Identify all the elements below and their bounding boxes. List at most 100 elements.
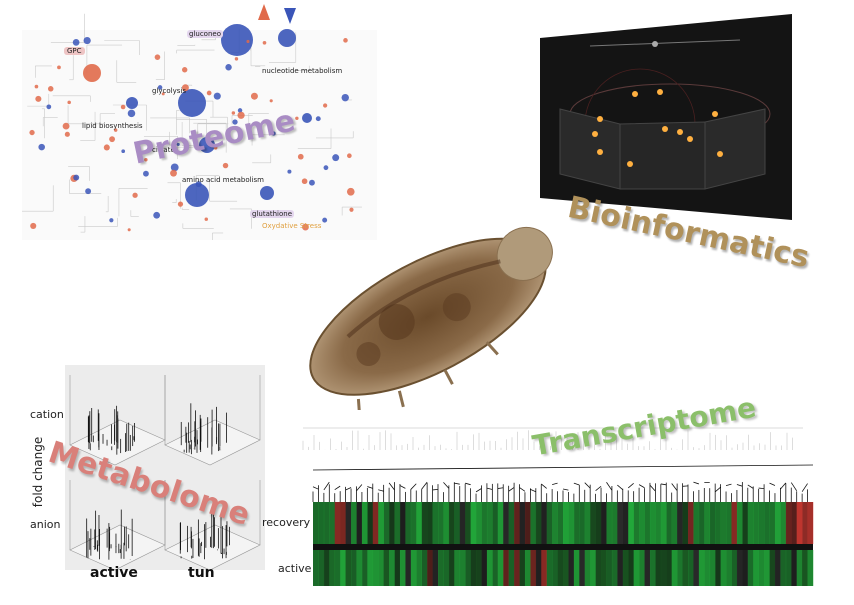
proteome-node xyxy=(85,188,91,194)
heatmap-cell xyxy=(318,502,324,544)
heatmap-cell xyxy=(324,502,330,544)
heatmap-cell xyxy=(520,502,526,544)
heatmap-cell xyxy=(677,502,683,544)
proteome-node xyxy=(207,91,212,96)
heatmap-cell xyxy=(802,550,808,586)
proteome-node xyxy=(153,212,160,219)
heatmap-cell xyxy=(449,502,455,544)
proteome-node xyxy=(205,217,208,220)
bioinfo-node xyxy=(687,136,693,142)
heatmap-cell xyxy=(405,550,411,586)
heatmap-cell xyxy=(655,550,661,586)
proteome-node xyxy=(48,86,53,91)
heatmap-cell xyxy=(596,550,602,586)
heatmap-cell xyxy=(596,502,602,544)
heatmap-cell xyxy=(346,550,352,586)
heatmap-cell xyxy=(536,502,542,544)
row-label-recovery: recovery xyxy=(262,516,310,529)
heatmap-cell xyxy=(514,550,520,586)
proteome-node xyxy=(251,93,258,100)
heatmap-cell xyxy=(378,502,384,544)
heatmap-cell xyxy=(726,550,732,586)
heatmap-cell xyxy=(547,502,553,544)
proteome-node xyxy=(132,193,137,198)
heatmap-cell xyxy=(617,502,623,544)
proteome-node xyxy=(29,130,34,135)
heatmap-cell xyxy=(797,502,803,544)
heatmap-cell xyxy=(683,502,689,544)
heatmap-cell xyxy=(465,502,471,544)
label-amino: amino acid metabolism xyxy=(182,176,264,184)
heatmap-cell xyxy=(601,550,607,586)
row-label-cation: cation xyxy=(30,408,64,421)
heatmap-cell xyxy=(634,550,640,586)
proteome-node xyxy=(35,96,41,102)
proteome-node xyxy=(109,218,113,222)
heatmap-cell xyxy=(465,550,471,586)
heatmap-cell xyxy=(563,550,569,586)
proteome-node xyxy=(83,64,101,82)
bioinfo-node xyxy=(627,161,633,167)
heatmap-cell xyxy=(579,550,585,586)
heatmap-cell xyxy=(590,502,596,544)
heatmap-cell xyxy=(639,550,645,586)
heatmap-cell xyxy=(786,550,792,586)
heatmap-cell xyxy=(481,502,487,544)
heatmap-cell xyxy=(612,502,618,544)
heatmap-cell xyxy=(661,550,667,586)
proteome-node xyxy=(46,104,51,109)
heatmap-cell xyxy=(753,550,759,586)
heatmap-cell xyxy=(764,550,770,586)
row-label-active: active xyxy=(278,562,311,575)
bioinfo-node xyxy=(597,149,603,155)
heatmap-cell xyxy=(699,502,705,544)
heatmap-cell xyxy=(340,502,346,544)
heatmap-cell xyxy=(628,502,634,544)
heatmap-cell xyxy=(400,502,406,544)
heatmap-cell xyxy=(748,502,754,544)
heatmap-cell xyxy=(329,550,335,586)
heatmap-cell xyxy=(770,502,776,544)
heatmap-cell xyxy=(606,502,612,544)
heatmap-cell xyxy=(791,550,797,586)
bioinfo-node xyxy=(592,131,598,137)
heatmap-cell xyxy=(449,550,455,586)
proteome-node xyxy=(128,110,136,118)
heatmap-cell xyxy=(617,550,623,586)
heatmap-cell xyxy=(313,502,319,544)
proteome-node xyxy=(225,64,231,70)
heatmap-cell xyxy=(324,550,330,586)
heatmap-cell xyxy=(481,550,487,586)
heatmap-cell xyxy=(655,502,661,544)
proteome-node xyxy=(73,175,79,181)
heatmap-cell xyxy=(585,502,591,544)
heatmap-cell xyxy=(427,550,433,586)
heatmap-cell xyxy=(520,550,526,586)
heatmap-cell xyxy=(780,550,786,586)
heatmap-cell xyxy=(710,502,716,544)
heatmap-cell xyxy=(808,550,814,586)
heatmap-cell xyxy=(487,502,493,544)
heatmap-cell xyxy=(791,502,797,544)
heatmap-cell xyxy=(411,550,417,586)
heatmap-cell xyxy=(742,502,748,544)
heatmap-cell xyxy=(487,550,493,586)
bioinfo-node xyxy=(662,126,668,132)
proteome-node xyxy=(185,183,209,207)
proteome-node xyxy=(316,116,321,121)
bioinfo-node xyxy=(717,151,723,157)
heatmap-cell xyxy=(558,550,564,586)
heatmap-cell xyxy=(460,502,466,544)
heatmap-cell xyxy=(780,502,786,544)
heatmap-cell xyxy=(786,502,792,544)
heatmap-cell xyxy=(802,502,808,544)
heatmap-cell xyxy=(454,502,460,544)
heatmap-cell xyxy=(351,550,357,586)
tardigrade-image xyxy=(285,205,575,410)
heatmap-cell xyxy=(704,550,710,586)
heatmap-cell xyxy=(351,502,357,544)
proteome-node xyxy=(302,113,312,123)
heatmap-cell xyxy=(411,502,417,544)
proteome-node xyxy=(323,103,327,107)
bioinfo-node xyxy=(657,89,663,95)
